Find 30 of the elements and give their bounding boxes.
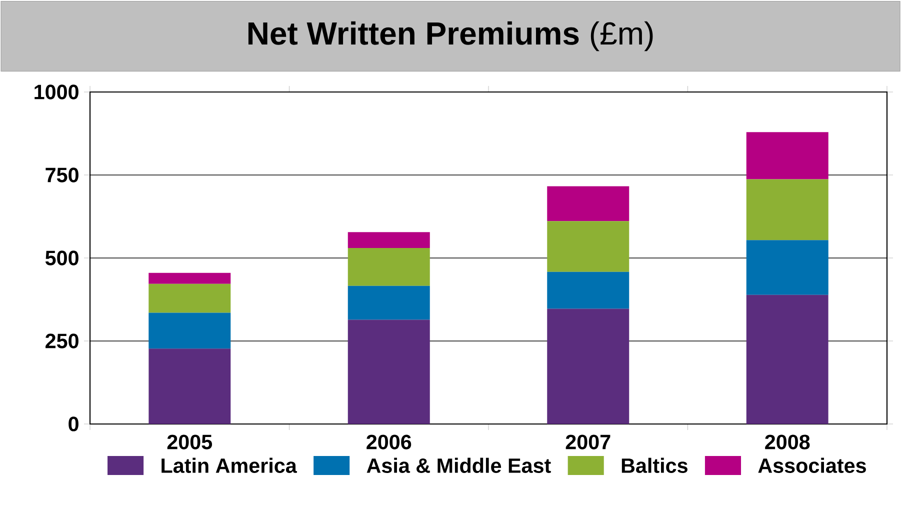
- bar: [547, 186, 630, 222]
- y-tick-label: 250: [46, 334, 78, 348]
- bar: [148, 312, 231, 349]
- x-tick-label: 2007: [566, 434, 610, 450]
- legend-label: Latin America: [162, 458, 298, 473]
- y-tick-label: 0: [68, 416, 78, 432]
- chart-title: Net Written Premiums (£m): [248, 21, 653, 52]
- y-tick-label: 500: [45, 250, 78, 266]
- bar: [348, 232, 430, 248]
- bar: [148, 272, 231, 284]
- bar: [746, 240, 828, 295]
- x-tick-label: 2008: [765, 434, 810, 450]
- bar: [547, 272, 630, 309]
- y-tick-label: 750: [46, 168, 78, 182]
- bar: [746, 294, 828, 424]
- legend-label: Associates: [758, 458, 866, 473]
- y-tick-label: 1000: [34, 84, 78, 100]
- bar: [348, 320, 430, 424]
- x-tick-label: 2005: [167, 434, 212, 450]
- x-tick-label: 2006: [366, 434, 412, 450]
- bar: [746, 179, 828, 240]
- bar: [547, 308, 630, 424]
- bar: [547, 221, 630, 272]
- bar: [148, 348, 231, 424]
- bar: [348, 248, 430, 286]
- bar: [746, 132, 828, 180]
- bar: [348, 286, 430, 320]
- bar: [148, 284, 231, 313]
- legend-label: Baltics: [622, 458, 688, 473]
- legend-label: Asia & Middle East: [366, 458, 551, 473]
